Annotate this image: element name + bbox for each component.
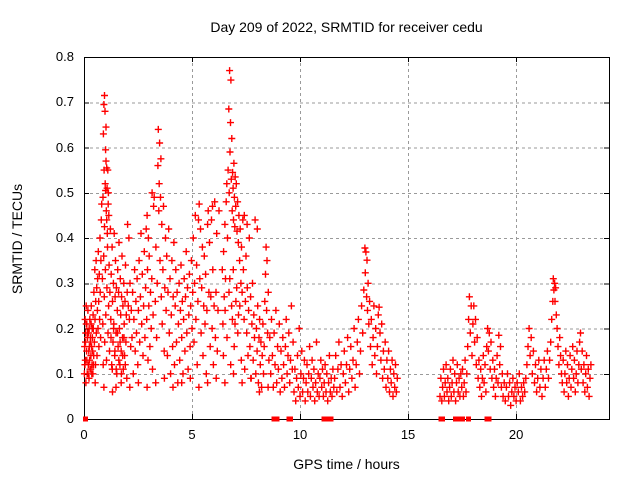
y-tick-label: 0 bbox=[66, 411, 74, 426]
axes bbox=[84, 57, 610, 420]
y-tick-label: 0.8 bbox=[55, 49, 74, 64]
zero-flag-series bbox=[83, 416, 492, 422]
y-tick-label: 0.1 bbox=[55, 365, 74, 381]
y-tick-label: 0.6 bbox=[55, 139, 74, 155]
y-tick-label: 0.3 bbox=[55, 275, 74, 291]
x-tick-label: 0 bbox=[80, 427, 88, 442]
y-tick-label: 0.4 bbox=[55, 230, 74, 245]
x-axis-title: GPS time / hours bbox=[293, 456, 400, 472]
x-tick-label: 15 bbox=[400, 427, 416, 442]
x-tick-label: 10 bbox=[292, 427, 308, 442]
x-tick-label: 5 bbox=[188, 427, 196, 442]
scatter-series bbox=[80, 67, 595, 409]
chart-title: Day 209 of 2022, SRMTID for receiver ced… bbox=[210, 19, 483, 35]
x-tick-label: 20 bbox=[508, 427, 524, 442]
y-tick-label: 0.7 bbox=[55, 94, 74, 110]
y-tick-label: 0.5 bbox=[55, 184, 74, 200]
y-tick-label: 0.2 bbox=[55, 320, 74, 336]
